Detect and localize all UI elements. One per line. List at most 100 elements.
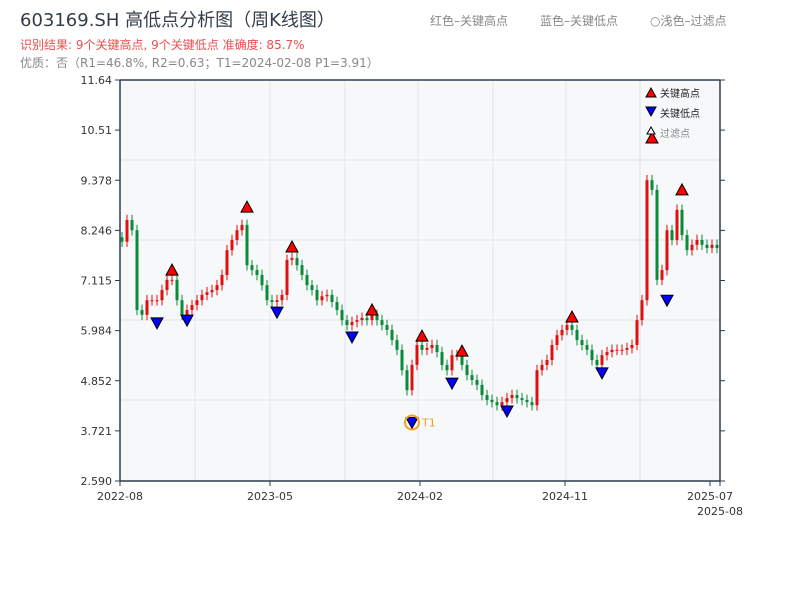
candle <box>430 339 434 354</box>
candle-body <box>225 250 229 275</box>
candle <box>580 334 584 351</box>
candle-body <box>680 209 684 236</box>
candle-body <box>585 344 589 350</box>
candle <box>400 344 404 376</box>
legend-red-note: 红色–关键高点 <box>430 14 509 28</box>
candle <box>265 279 269 306</box>
candle <box>590 344 594 366</box>
candle-body <box>180 300 184 315</box>
x-tick-label: 2023-05 <box>247 490 293 503</box>
candle <box>160 284 164 306</box>
key-high-marker <box>165 263 179 276</box>
candle <box>510 389 514 404</box>
candle-body <box>220 274 224 286</box>
candle-body <box>235 230 239 240</box>
candle <box>555 329 559 351</box>
candle <box>515 389 519 404</box>
candle-body <box>500 402 504 406</box>
candle-body <box>320 296 324 301</box>
candle-body <box>150 300 154 302</box>
candle <box>465 359 469 381</box>
candle <box>150 294 154 306</box>
candle-body <box>540 364 544 371</box>
candle-body <box>210 290 214 293</box>
candle-body <box>190 305 194 310</box>
candle <box>195 294 199 311</box>
legend-low-icon <box>645 106 657 118</box>
candle-body <box>490 399 494 403</box>
candle-body <box>170 279 174 281</box>
candle <box>640 294 644 326</box>
candle-body <box>175 279 179 301</box>
candle-body <box>485 395 489 400</box>
candle-body <box>505 398 509 403</box>
candle <box>135 224 139 316</box>
candle <box>540 359 544 376</box>
candle-body <box>360 317 364 321</box>
candle-body <box>510 395 514 399</box>
candle-body <box>240 224 244 231</box>
candle-body <box>295 258 299 266</box>
candle <box>615 344 619 356</box>
candle <box>505 392 509 408</box>
candle <box>495 396 499 411</box>
candle-body <box>410 364 414 391</box>
candle-body <box>480 384 484 396</box>
candle-body <box>550 344 554 361</box>
candle <box>125 214 129 248</box>
candle-body <box>250 265 254 271</box>
candle-body <box>715 244 719 248</box>
candle <box>685 229 689 256</box>
candle-body <box>520 398 524 400</box>
candle-body <box>670 230 674 240</box>
candle-body <box>660 270 664 280</box>
candle <box>610 344 614 358</box>
candle-body <box>495 402 499 406</box>
key-high-marker <box>240 200 254 213</box>
candle-body <box>305 274 309 286</box>
key-low-marker <box>150 317 164 330</box>
legend-light-note: ○浅色–过滤点 <box>650 14 727 28</box>
key-high-marker <box>285 240 299 253</box>
candle-body <box>590 349 594 361</box>
y-tick-label: 7.115 <box>81 275 113 288</box>
candle-body <box>325 294 329 297</box>
y-tick-label: 10.51 <box>81 124 113 137</box>
candle-body <box>700 239 704 245</box>
candle <box>230 234 234 256</box>
candle-body <box>195 300 199 306</box>
candle <box>155 294 159 306</box>
candle <box>345 314 349 331</box>
candle-body <box>665 230 669 271</box>
candle-body <box>565 325 569 330</box>
candle-body <box>430 344 434 349</box>
candle <box>190 299 194 316</box>
key-high-marker <box>415 329 429 342</box>
candle <box>255 264 259 281</box>
legend-label: 关键高点 <box>660 87 700 100</box>
candle <box>275 294 279 308</box>
y-tick-label: 2.590 <box>81 475 113 488</box>
candle <box>415 339 419 371</box>
candle <box>285 254 289 301</box>
candle-body <box>405 370 409 391</box>
candle-body <box>165 279 169 291</box>
candle-body <box>205 292 209 295</box>
candle <box>435 339 439 358</box>
candle-body <box>185 309 189 315</box>
candle-body <box>330 294 334 302</box>
key-low-marker <box>345 331 359 345</box>
candle-body <box>120 237 124 242</box>
candle <box>120 231 124 248</box>
candle <box>695 234 699 251</box>
candle <box>710 239 714 254</box>
candle-body <box>580 340 584 345</box>
candle-body <box>260 274 264 286</box>
candle <box>360 312 364 326</box>
candle <box>585 339 589 356</box>
candle-body <box>400 349 404 371</box>
x-tick-label: 2024-11 <box>542 490 588 503</box>
legend-label: 关键低点 <box>660 107 700 120</box>
candle <box>620 344 624 356</box>
